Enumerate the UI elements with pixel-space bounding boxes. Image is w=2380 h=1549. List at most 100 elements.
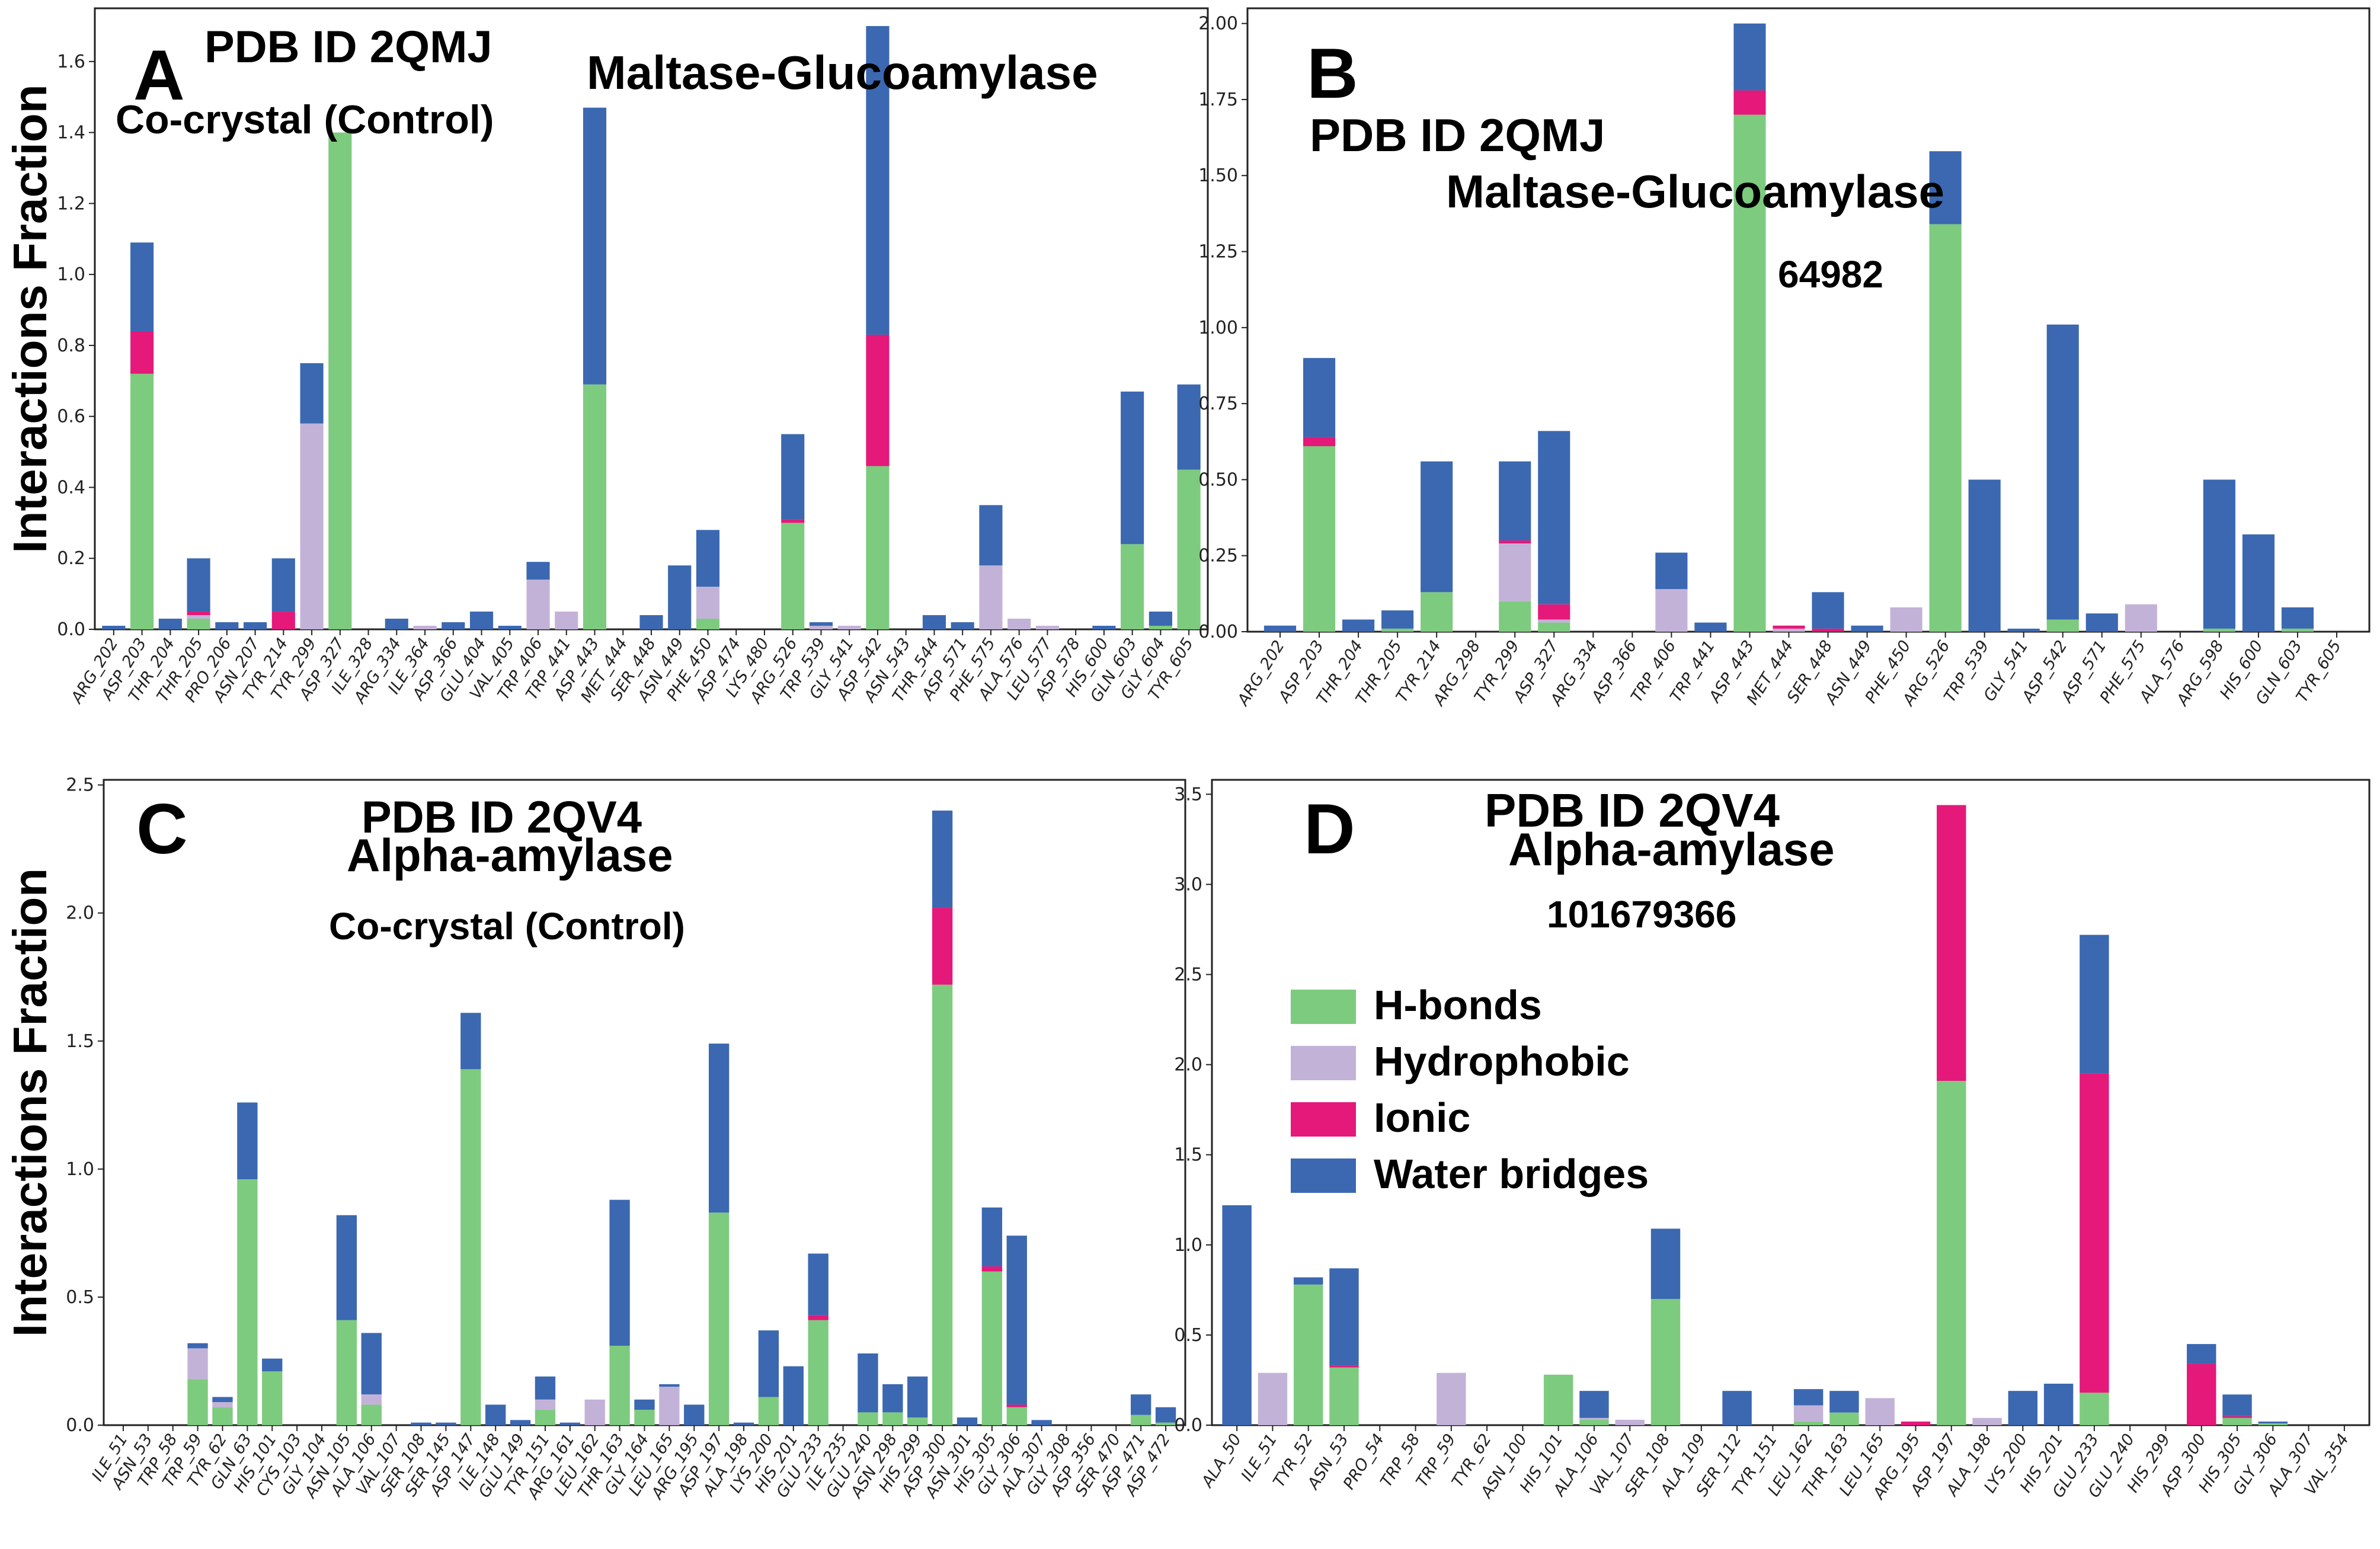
panel-c-bar-tyr-151-hydrophobic bbox=[535, 1399, 556, 1410]
panel-d-bar-thr-163-h-bonds bbox=[1829, 1412, 1859, 1425]
panel-d-bar-ile-51-hydrophobic bbox=[1258, 1372, 1288, 1425]
panel-c-bar-his-101-water-bridges bbox=[262, 1358, 283, 1372]
panel-b-bar-arg-598-water-bridges bbox=[2203, 479, 2235, 629]
panel-a-bar-tyr-214-ionic bbox=[271, 612, 295, 629]
panel-c-bar-asp-147-h-bonds bbox=[460, 1069, 481, 1425]
panel-c-bar-glu-233-water-bridges bbox=[808, 1253, 828, 1316]
panel-a-ytick-label: 0.2 bbox=[57, 548, 85, 569]
panel-b-ytick-label: 0.50 bbox=[1198, 469, 1238, 490]
panel-c-bar-asn-298-water-bridges bbox=[882, 1384, 903, 1413]
panel-d-xtick-label: ALA_50 bbox=[1198, 1430, 1245, 1492]
panel-c-ytick-label: 0.5 bbox=[66, 1287, 94, 1308]
panel-b-bar-asp-327-ionic bbox=[1538, 604, 1570, 620]
panel-b-bar-tyr-299-h-bonds bbox=[1499, 601, 1531, 632]
panel-b-bar-arg-526-h-bonds bbox=[1929, 224, 1962, 632]
panel-a-bar-gly-604-h-bonds bbox=[1149, 626, 1172, 629]
panel-d-bar-asp-300-water-bridges bbox=[2187, 1344, 2216, 1364]
panel-d-bar-ala-106-water-bridges bbox=[1579, 1391, 1609, 1418]
panel-d-bar-glu-233-water-bridges bbox=[2080, 934, 2109, 1074]
panel-d-bar-leu-165-hydrophobic bbox=[1865, 1398, 1895, 1425]
panel-b-bar-phe-575-hydrophobic bbox=[2125, 604, 2157, 632]
panel-b-bar-thr-205-h-bonds bbox=[1381, 628, 1414, 632]
panel-b-bar-asp-327-water-bridges bbox=[1538, 431, 1570, 604]
panel-d-bar-ala-106-hydrophobic bbox=[1579, 1417, 1609, 1420]
panel-a-ytick-label: 1.6 bbox=[57, 52, 85, 72]
panel-a-bar-trp-406-hydrophobic bbox=[526, 580, 550, 629]
panel-c-bar-tyr-151-water-bridges bbox=[535, 1376, 556, 1400]
panel-b-bar-trp-406-hydrophobic bbox=[1655, 589, 1688, 632]
panel-c: 0.00.51.01.52.02.5ILE_51ASN_53TRP_58TRP_… bbox=[4, 775, 1186, 1503]
panel-a-bar-asn-449-water-bridges bbox=[668, 565, 692, 629]
panel-a-bar-asp-443-water-bridges bbox=[583, 107, 607, 385]
panel-d-bar-lys-200-water-bridges bbox=[2008, 1391, 2038, 1425]
panel-a-ytick-label: 1.4 bbox=[57, 123, 85, 143]
panel-b-bar-asp-542-water-bridges bbox=[2046, 324, 2079, 620]
panel-d-bar-gly-306-h-bonds bbox=[2258, 1423, 2288, 1425]
panel-c-bar-asp-471-water-bridges bbox=[1131, 1394, 1151, 1415]
panel-a-ytick-label: 1.2 bbox=[57, 193, 85, 214]
panel-a-bar-trp-539-hydrophobic bbox=[809, 626, 833, 629]
panel-d-bar-his-305-h-bonds bbox=[2222, 1417, 2252, 1425]
panel-a-bar-asp-203-h-bonds bbox=[130, 373, 154, 629]
panel-c-letter: C bbox=[136, 789, 188, 869]
panel-b-bar-gln-603-water-bridges bbox=[2281, 607, 2314, 629]
panel-c-bar-lys-200-h-bonds bbox=[758, 1397, 779, 1425]
panel-d-annotation-2: Alpha-amylase bbox=[1508, 823, 1835, 875]
panel-b-bar-tyr-299-hydrophobic bbox=[1499, 543, 1531, 601]
panel-c-bar-gly-306-h-bonds bbox=[1006, 1407, 1027, 1425]
panel-d-bar-arg-195-ionic bbox=[1901, 1421, 1931, 1425]
panel-b-bar-trp-406-water-bridges bbox=[1655, 552, 1688, 590]
panel-a-bar-thr-205-hydrophobic bbox=[187, 615, 210, 619]
panel-d-bar-tyr-52-h-bonds bbox=[1293, 1284, 1323, 1425]
panel-a-bar-thr-205-water-bridges bbox=[187, 558, 210, 612]
panel-d-bar-glu-233-h-bonds bbox=[2080, 1393, 2109, 1425]
panel-a-bar-asp-542-h-bonds bbox=[866, 466, 890, 629]
panel-c-bar-ser-108-water-bridges bbox=[411, 1422, 431, 1425]
panel-c-ytick-label: 2.0 bbox=[66, 903, 94, 924]
panel-c-bar-trp-59-h-bonds bbox=[187, 1379, 208, 1425]
panel-d-annotation-1: PDB ID 2QV4 bbox=[1485, 784, 1780, 837]
panel-a-bar-tyr-299-water-bridges bbox=[300, 363, 324, 424]
panel-c-bar-tyr-62-water-bridges bbox=[212, 1397, 233, 1403]
panel-b-ytick-label: 0.25 bbox=[1198, 546, 1238, 567]
legend-swatch-hydrophobic bbox=[1291, 1046, 1356, 1080]
panel-c-bar-ala-106-h-bonds bbox=[361, 1404, 382, 1425]
panel-c-bar-asp-300-h-bonds bbox=[932, 984, 953, 1425]
panel-a-bar-gly-541-hydrophobic bbox=[837, 626, 861, 629]
panel-c-bar-gly-306-water-bridges bbox=[1006, 1236, 1027, 1405]
legend-label-hydrophobic: Hydrophobic bbox=[1374, 1038, 1630, 1084]
legend-label-h-bonds: H-bonds bbox=[1374, 982, 1542, 1028]
panel-b-ytick-label: 2.00 bbox=[1198, 14, 1238, 34]
panel-a-bar-asn-207-water-bridges bbox=[244, 622, 267, 629]
legend-swatch-water-bridges bbox=[1291, 1158, 1356, 1193]
panel-c-bar-glu-233-ionic bbox=[808, 1315, 828, 1320]
panel-a-annotation-2: Co-crystal (Control) bbox=[116, 97, 494, 142]
panel-b-bar-phe-450-hydrophobic bbox=[1890, 607, 1922, 632]
panel-a-bar-asp-203-ionic bbox=[130, 331, 154, 374]
panel-c-bar-asp-471-h-bonds bbox=[1131, 1414, 1151, 1425]
panel-d: 0.00.51.01.52.02.53.03.5ALA_50ILE_51TYR_… bbox=[1174, 779, 2371, 1503]
panel-a-ytick-label: 0.6 bbox=[57, 407, 85, 427]
panel-a-bar-asp-327-h-bonds bbox=[328, 132, 352, 630]
panel-d-bar-glu-233-ionic bbox=[2080, 1073, 2109, 1393]
panel-c-bar-his-299-h-bonds bbox=[907, 1417, 928, 1425]
panel-a: 0.00.20.40.60.81.01.21.41.6ARG_202ASP_20… bbox=[4, 7, 1209, 708]
panel-d-bar-asn-53-water-bridges bbox=[1329, 1268, 1359, 1366]
panel-c-bar-glu-149-water-bridges bbox=[510, 1420, 531, 1425]
panel-a-bar-phe-575-water-bridges bbox=[979, 505, 1003, 566]
panel-a-bar-thr-205-h-bonds bbox=[187, 619, 210, 629]
panel-a-bar-val-405-water-bridges bbox=[498, 626, 522, 629]
panel-b-ytick-label: 1.00 bbox=[1198, 318, 1238, 338]
panel-c-bar-tyr-62-hydrophobic bbox=[212, 1402, 233, 1407]
panel-a-bar-tyr-214-water-bridges bbox=[271, 558, 295, 612]
panel-d-bar-asn-53-ionic bbox=[1329, 1365, 1359, 1368]
panel-c-bar-thr-163-h-bonds bbox=[609, 1346, 630, 1425]
legend-label-ionic: Ionic bbox=[1374, 1094, 1470, 1141]
panel-a-bar-ile-364-hydrophobic bbox=[413, 626, 437, 629]
panel-d-bar-ser-108-water-bridges bbox=[1650, 1228, 1681, 1300]
panel-a-bar-asp-542-ionic bbox=[866, 334, 890, 466]
panel-d-bar-his-101-h-bonds bbox=[1543, 1374, 1573, 1425]
panel-a-bar-thr-204-water-bridges bbox=[158, 619, 182, 629]
panel-a-bar-trp-539-water-bridges bbox=[809, 622, 833, 626]
panel-d-bar-leu-162-water-bridges bbox=[1793, 1389, 1824, 1406]
